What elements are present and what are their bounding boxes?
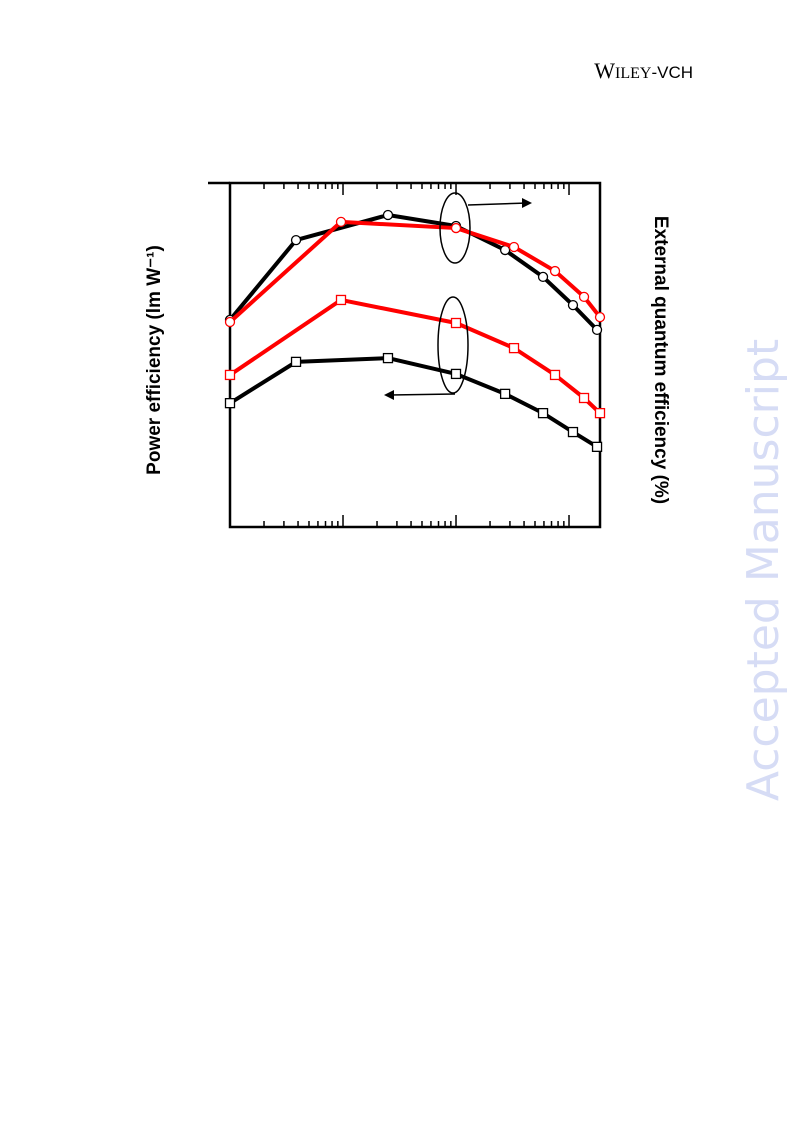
marker <box>549 265 561 277</box>
marker <box>578 291 590 303</box>
marker <box>450 317 462 329</box>
marker <box>290 356 302 368</box>
marker <box>567 426 579 438</box>
marker <box>594 312 606 323</box>
marker <box>508 342 520 354</box>
marker <box>224 398 236 409</box>
marker <box>549 369 561 381</box>
marker <box>591 324 603 336</box>
arrow <box>467 202 529 206</box>
marker <box>382 209 394 221</box>
marker <box>450 222 462 234</box>
publisher: WILEY-VCH <box>594 58 693 83</box>
series-line <box>228 356 599 449</box>
marker <box>224 316 236 328</box>
group-ellipse <box>437 296 469 394</box>
series-line <box>228 297 602 415</box>
marker <box>537 271 549 283</box>
marker <box>508 241 520 253</box>
marker <box>567 299 579 311</box>
publisher-main: W <box>594 58 615 83</box>
y2-axis-label: External quantum efficiency (%) <box>650 216 671 504</box>
watermark: Accepted Manuscript <box>738 339 789 801</box>
series-line <box>228 219 602 324</box>
group-ellipse <box>439 192 471 264</box>
arrow-head <box>384 390 394 400</box>
marker <box>499 388 511 400</box>
plot-frame <box>228 181 602 529</box>
marker <box>382 352 394 364</box>
marker <box>290 234 302 246</box>
arrow-head <box>522 198 532 208</box>
marker <box>537 407 549 419</box>
marker <box>224 369 236 381</box>
publisher-suffix: -VCH <box>651 63 693 82</box>
publisher-small: ILEY <box>615 65 652 82</box>
marker <box>450 368 462 380</box>
annotations <box>384 192 532 400</box>
marker <box>335 216 347 228</box>
marker <box>578 392 590 404</box>
marker <box>335 294 347 306</box>
arrow <box>389 393 456 396</box>
marker <box>594 407 606 419</box>
marker <box>591 441 603 452</box>
y-axis-label: Power efficiency (lm W⁻¹) <box>144 245 165 475</box>
plot <box>208 181 606 529</box>
